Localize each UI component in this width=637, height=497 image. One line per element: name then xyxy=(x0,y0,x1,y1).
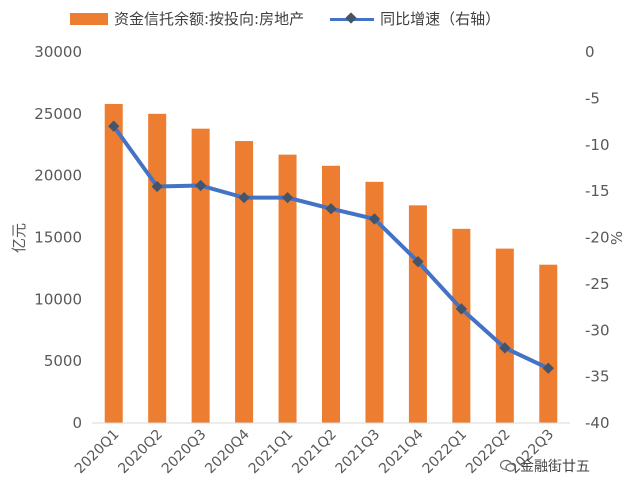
bar xyxy=(235,141,254,424)
bar xyxy=(539,264,558,423)
left-axis-label: 亿元 xyxy=(10,223,28,253)
x-tick-label: 2021Q2 xyxy=(289,427,340,478)
x-tick-label: 2021Q1 xyxy=(246,427,297,478)
line-marker xyxy=(368,213,381,225)
line-marker xyxy=(499,342,511,354)
line-marker xyxy=(542,362,554,374)
x-tick-label: 2020Q1 xyxy=(72,427,123,478)
bar xyxy=(104,103,123,423)
bar xyxy=(322,165,340,424)
x-tick-label: 2022Q1 xyxy=(420,427,471,478)
right-tick-label: -15 xyxy=(585,182,610,200)
line-series xyxy=(108,120,554,374)
x-tick-label: 2020Q3 xyxy=(159,427,210,478)
legend-bar-swatch xyxy=(70,12,108,25)
left-tick-label: 25000 xyxy=(34,105,82,123)
bar xyxy=(365,181,384,423)
x-axis-labels: 2020Q12020Q22020Q32020Q42021Q12021Q22021… xyxy=(72,426,557,477)
bar xyxy=(452,228,471,423)
watermark: 金融街廿五 xyxy=(500,456,590,476)
left-tick-label: 20000 xyxy=(34,167,82,185)
legend-item-bar: 资金信托余额:按投向:房地产 xyxy=(70,8,304,29)
bar xyxy=(408,205,427,423)
right-tick-label: -25 xyxy=(585,275,610,293)
line-marker xyxy=(455,303,468,315)
bar xyxy=(191,128,210,423)
left-tick-label: 0 xyxy=(72,414,82,432)
right-tick-label: -30 xyxy=(585,321,610,339)
x-tick-label: 2020Q4 xyxy=(202,426,253,477)
wechat-icon xyxy=(500,459,516,472)
right-axis-ticks: 0 -5 -10 -15 -20 -25 -30 -35 -40 xyxy=(585,43,610,432)
line-marker xyxy=(194,179,207,192)
line-marker xyxy=(325,203,337,215)
right-tick-label: -20 xyxy=(585,229,610,247)
x-tick-label: 2021Q3 xyxy=(333,427,384,478)
bar xyxy=(278,154,297,424)
right-tick-label: -35 xyxy=(585,368,610,386)
right-tick-label: 0 xyxy=(585,43,595,61)
left-tick-label: 15000 xyxy=(34,229,82,247)
bar-series xyxy=(104,103,558,424)
right-tick-label: -40 xyxy=(585,414,610,432)
left-tick-label: 10000 xyxy=(34,290,82,308)
legend-bar-label: 资金信托余额:按投向:房地产 xyxy=(114,10,305,28)
line-marker xyxy=(151,180,163,193)
line-marker xyxy=(281,191,294,204)
right-tick-label: -10 xyxy=(585,136,610,154)
watermark-text: 金融街廿五 xyxy=(520,459,590,475)
right-axis-label: % xyxy=(608,231,626,245)
left-tick-label: 5000 xyxy=(44,352,82,370)
legend-line-swatch xyxy=(330,11,375,25)
x-tick-label: 2021Q4 xyxy=(376,426,427,477)
x-tick-label: 2020Q2 xyxy=(115,427,166,478)
line-marker xyxy=(412,255,424,268)
left-axis-ticks: 30000 25000 20000 15000 10000 5000 0 xyxy=(34,43,82,432)
bar xyxy=(495,248,514,423)
legend-line-label: 同比增速（右轴） xyxy=(380,10,501,28)
legend: 资金信托余额:按投向:房地产 同比增速（右轴） xyxy=(70,8,526,29)
bar xyxy=(148,113,167,423)
right-tick-label: -5 xyxy=(585,89,600,107)
legend-item-line: 同比增速（右轴） xyxy=(330,8,500,29)
left-tick-label: 30000 xyxy=(34,43,82,61)
line-marker xyxy=(238,191,250,204)
